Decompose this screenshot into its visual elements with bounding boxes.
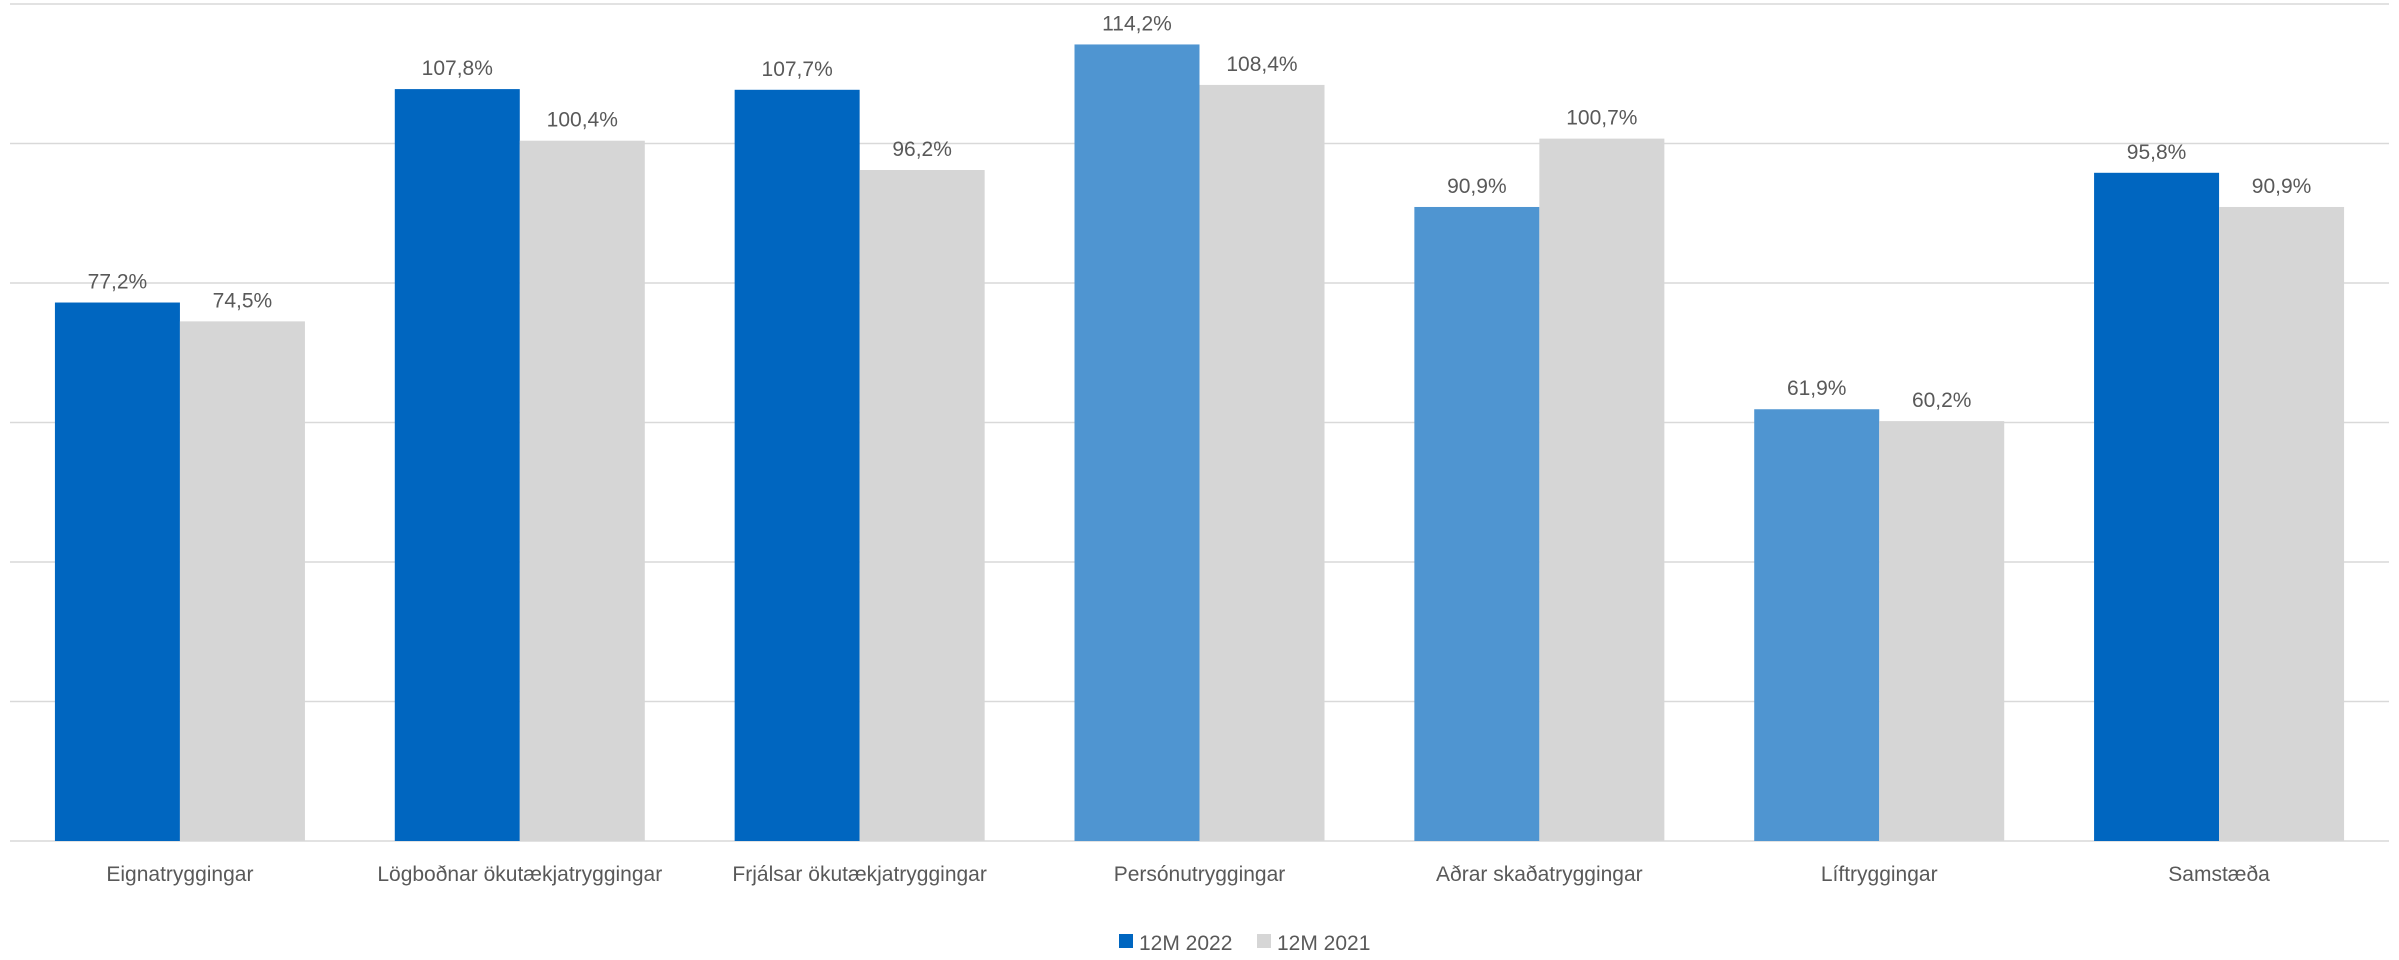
x-axis: Eignatryggingar Lögboðnar ökutækjatryggin… bbox=[106, 863, 2270, 886]
data-label-12m-2021: 90,9% bbox=[2252, 175, 2312, 198]
bar-12m-2022 bbox=[1754, 409, 1880, 841]
x-tick-label: Frjálsar ökutækjatryggingar bbox=[732, 863, 986, 886]
bar-12m-2022 bbox=[734, 89, 860, 842]
bar-12m-2021 bbox=[179, 321, 305, 841]
bar-12m-2021 bbox=[1539, 138, 1665, 841]
data-label-12m-2022: 61,9% bbox=[1787, 377, 1847, 400]
data-label-12m-2022: 95,8% bbox=[2127, 141, 2187, 164]
bar-12m-2022 bbox=[54, 302, 180, 841]
data-labels: 77,2% 74,5% 107,8% 100,4% 107,7% 96,2% 114,2% 1… bbox=[88, 12, 2312, 412]
x-tick-label: Aðrar skaðatryggingar bbox=[1436, 863, 1643, 886]
bars bbox=[54, 44, 2345, 842]
bar-12m-2021 bbox=[1879, 421, 2005, 841]
bar-12m-2022 bbox=[2094, 172, 2220, 842]
legend: 12M 2022 12M 2021 bbox=[1119, 932, 1370, 955]
data-label-12m-2022: 114,2% bbox=[1102, 12, 1172, 35]
bar-12m-2022 bbox=[1074, 44, 1200, 841]
x-tick-label: Eignatryggingar bbox=[106, 863, 253, 886]
x-tick-label: Lögboðnar ökutækjatryggingar bbox=[377, 863, 662, 886]
legend-marker-12m-2022 bbox=[1119, 934, 1133, 948]
x-tick-label: Persónutryggingar bbox=[1114, 863, 1286, 886]
bar-12m-2021 bbox=[519, 140, 645, 841]
legend-label-12m-2021: 12M 2021 bbox=[1277, 932, 1370, 955]
data-label-12m-2021: 100,4% bbox=[547, 109, 618, 132]
data-label-12m-2021: 60,2% bbox=[1912, 389, 1972, 412]
bar-12m-2022 bbox=[394, 89, 520, 842]
x-tick-label: Líftryggingar bbox=[1821, 863, 1938, 886]
bar-12m-2022 bbox=[1414, 206, 1540, 841]
data-label-12m-2022: 107,7% bbox=[762, 58, 833, 81]
bar-12m-2021 bbox=[859, 170, 985, 841]
data-label-12m-2022: 77,2% bbox=[88, 271, 148, 294]
legend-label-12m-2022: 12M 2022 bbox=[1139, 932, 1232, 955]
x-tick-label: Samstæða bbox=[2168, 863, 2270, 886]
data-label-12m-2022: 90,9% bbox=[1447, 175, 1507, 198]
legend-marker-12m-2021 bbox=[1257, 934, 1271, 948]
data-label-12m-2021: 96,2% bbox=[892, 138, 952, 161]
bar-12m-2021 bbox=[1199, 84, 1325, 841]
data-label-12m-2021: 108,4% bbox=[1226, 53, 1297, 76]
data-label-12m-2021: 74,5% bbox=[213, 289, 273, 312]
data-label-12m-2022: 107,8% bbox=[422, 57, 493, 80]
bar-12m-2021 bbox=[2219, 206, 2345, 841]
data-label-12m-2021: 100,7% bbox=[1566, 107, 1637, 130]
